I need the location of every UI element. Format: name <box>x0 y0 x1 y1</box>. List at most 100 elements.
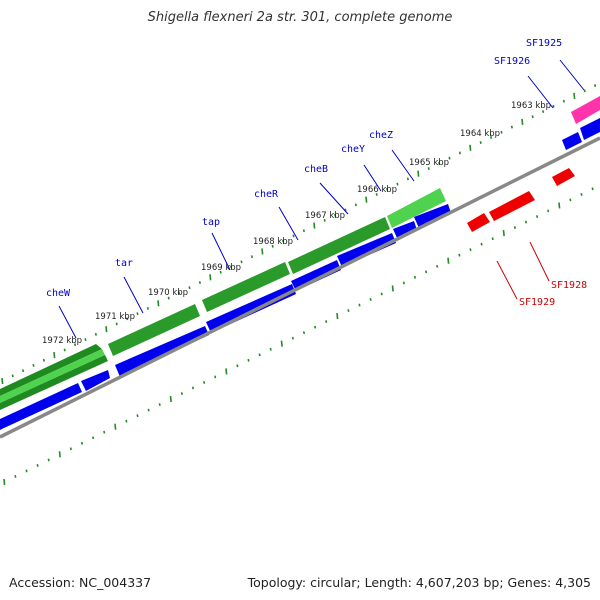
tick-mark <box>569 198 572 202</box>
tick-mark <box>402 281 405 285</box>
tick-mark <box>271 244 274 248</box>
tick-mark <box>84 338 87 341</box>
kbp-label: 1964 kbp <box>460 129 500 139</box>
tick-mark <box>375 193 378 196</box>
tick-mark <box>1 377 4 385</box>
tick-mark <box>336 312 339 320</box>
tick-mark <box>302 331 306 335</box>
gene-label: cheW <box>46 288 71 299</box>
tick-mark <box>531 115 534 119</box>
tick-mark <box>42 358 45 362</box>
outer-gene-labels: SF1925 SF1926 cheZ cheY cheB cheR tap ta… <box>46 38 585 339</box>
tick-mark <box>147 408 150 412</box>
gene-arrow <box>115 326 209 377</box>
gene-label: SF1926 <box>494 56 530 67</box>
gene-arrow <box>467 213 490 232</box>
tick-mark <box>334 213 337 217</box>
tick-mark <box>236 364 239 368</box>
tick-mark <box>536 215 539 218</box>
tick-mark <box>209 274 212 281</box>
tick-mark <box>188 286 191 290</box>
tick-mark <box>74 343 77 347</box>
gene-arrow <box>489 191 535 221</box>
gene-label: tar <box>115 258 133 269</box>
tick-mark <box>591 187 594 191</box>
tick-mark <box>136 414 139 418</box>
tick-mark <box>380 292 383 296</box>
inner-genes <box>467 168 575 232</box>
tick-mark <box>448 156 451 160</box>
tick-mark <box>258 353 261 357</box>
gene-label: cheB <box>304 164 328 175</box>
gene-arrow <box>393 221 417 240</box>
tick-mark <box>3 478 6 486</box>
tick-mark <box>313 222 316 229</box>
tick-mark <box>479 141 482 145</box>
tick-mark <box>542 110 545 113</box>
tick-mark <box>354 203 357 207</box>
gene-arrow <box>414 204 451 228</box>
tick-mark <box>22 369 25 373</box>
tick-mark <box>191 386 195 390</box>
gene-arrow <box>206 284 296 333</box>
tick-mark <box>178 291 181 295</box>
kbp-label: 1970 kbp <box>148 288 188 298</box>
tick-mark <box>169 395 172 403</box>
tick-mark <box>427 167 430 170</box>
tick-mark <box>69 447 72 451</box>
tick-mark <box>47 458 50 462</box>
tick-mark <box>63 348 66 352</box>
tick-mark <box>323 218 326 222</box>
gene-arrow <box>337 233 396 267</box>
gene-label: SF1928 <box>551 280 587 291</box>
tick-mark <box>417 170 420 177</box>
outer-genes <box>0 96 600 430</box>
tick-mark <box>146 307 149 310</box>
tick-mark <box>157 300 160 307</box>
tick-mark <box>269 347 272 351</box>
tick-mark <box>115 322 118 326</box>
tick-mark <box>521 118 524 125</box>
gene-label: cheY <box>341 144 365 155</box>
tick-mark <box>458 151 461 155</box>
tick-mark <box>502 230 505 237</box>
tick-mark <box>32 364 35 367</box>
tick-mark <box>94 332 97 336</box>
tick-mark <box>491 237 494 241</box>
gene-arrow <box>291 260 341 291</box>
gene-arrow <box>562 132 582 150</box>
tick-mark <box>247 358 250 362</box>
kbp-label: 1972 kbp <box>42 336 82 346</box>
tick-mark <box>261 248 264 255</box>
tick-mark <box>214 375 217 379</box>
tick-mark <box>562 99 565 103</box>
tick-mark <box>225 368 228 375</box>
kbp-label: 1968 kbp <box>253 237 293 247</box>
gene-arrow <box>580 118 600 140</box>
tick-mark <box>413 275 417 279</box>
gene-label: cheR <box>254 189 279 200</box>
gene-label: SF1925 <box>526 38 562 49</box>
gene-label: tap <box>202 217 220 228</box>
tick-mark <box>396 182 399 186</box>
tick-mark <box>583 89 586 93</box>
tick-mark <box>447 257 450 264</box>
tick-mark <box>114 423 117 430</box>
tick-mark <box>391 285 394 292</box>
tick-mark <box>158 403 161 407</box>
tick-mark <box>126 317 129 321</box>
inner-gene-labels: SF1928 SF1929 <box>496 241 587 308</box>
kbp-label: 1965 kbp <box>409 158 449 168</box>
tick-mark <box>325 320 328 324</box>
tick-mark <box>167 296 170 300</box>
tick-mark <box>180 392 183 395</box>
tick-mark <box>594 84 597 88</box>
tick-mark <box>558 202 561 209</box>
kbp-label: 1971 kbp <box>95 312 135 322</box>
map-title: Shigella flexneri 2a str. 301, complete … <box>147 10 453 25</box>
accession-text: Accession: NC_004337 <box>9 575 152 590</box>
tick-mark <box>240 260 243 264</box>
tick-mark <box>80 441 84 445</box>
cog-track <box>0 188 446 410</box>
